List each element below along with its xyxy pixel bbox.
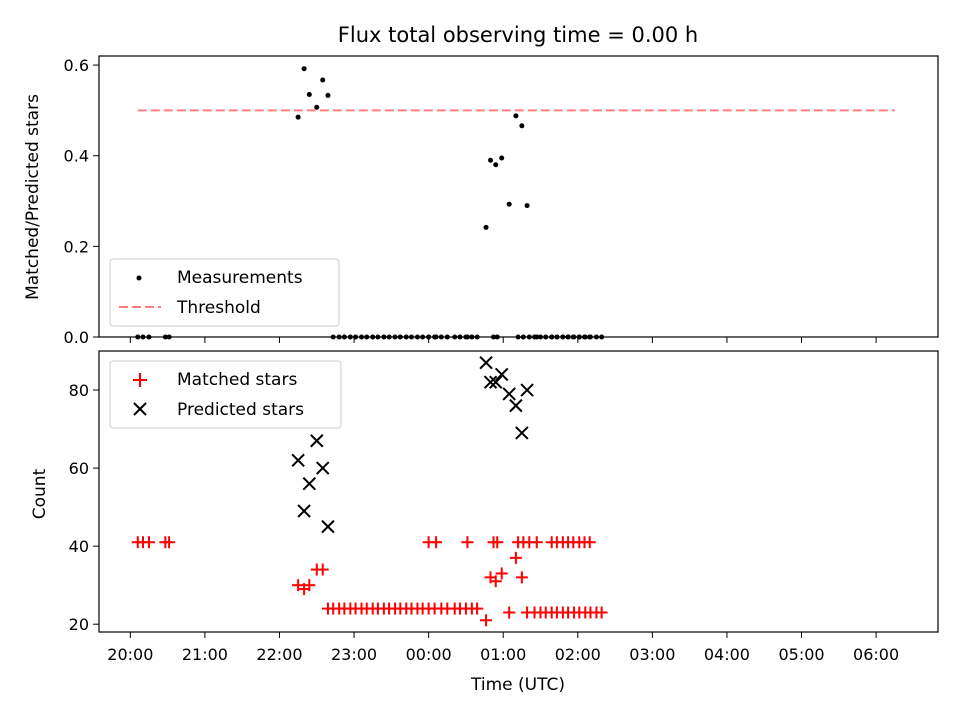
chart-title: Flux total observing time = 0.00 h bbox=[338, 23, 698, 47]
predicted-stars-point bbox=[489, 375, 503, 389]
top-panel: 0.0 0.2 0.4 0.6 Matched/Predicted stars Mea… bbox=[23, 55, 939, 347]
threshold-legend-label: Threshold bbox=[176, 298, 261, 318]
predicted-stars-point bbox=[297, 504, 311, 518]
measurements-legend-marker bbox=[136, 275, 142, 281]
predicted-stars-point bbox=[310, 434, 324, 448]
measurements-point bbox=[325, 92, 331, 98]
x-tick-label: 00:00 bbox=[406, 645, 452, 664]
bottom-legend-box bbox=[109, 360, 342, 429]
predicted-stars-point bbox=[502, 387, 516, 401]
x-axis-title: Time (UTC) bbox=[470, 675, 565, 695]
matched-stars-point bbox=[163, 536, 176, 549]
matched-stars-point bbox=[530, 536, 543, 549]
predicted-stars-point bbox=[509, 398, 523, 413]
top-x-ticks bbox=[129, 337, 877, 343]
top-y-axis-title: Matched/Predicted stars bbox=[23, 94, 43, 300]
predicted-stars-point bbox=[520, 383, 534, 397]
measurements-legend-label: Measurements bbox=[177, 268, 303, 288]
x-tick-label: 06:00 bbox=[853, 645, 899, 664]
bottom-panel: 20 40 60 80 20:00 21:00 22:00 23:00 00:00 01:00 0… bbox=[30, 350, 939, 695]
bottom-y-axis-title: Count bbox=[30, 468, 50, 519]
x-tick-label: 20:00 bbox=[107, 645, 153, 664]
top-y-tick-label: 0.2 bbox=[64, 237, 89, 256]
bottom-y-tick-label: 20 bbox=[69, 615, 89, 634]
top-y-ticks: 0.0 0.2 0.4 0.6 bbox=[64, 56, 99, 347]
predicted-stars-point bbox=[479, 356, 493, 370]
predicted-stars-point bbox=[495, 367, 509, 382]
bottom-y-ticks: 20 40 60 80 bbox=[69, 381, 99, 634]
measurements-point bbox=[493, 162, 499, 168]
matched-stars-point bbox=[503, 606, 516, 619]
x-tick-label: 23:00 bbox=[331, 645, 377, 664]
predicted-stars-legend-marker bbox=[133, 402, 147, 416]
top-axes-frame bbox=[98, 55, 939, 338]
bottom-plot-area bbox=[131, 356, 608, 627]
x-tick-label: 03:00 bbox=[629, 645, 675, 664]
bottom-x-ticks: 20:00 21:00 22:00 23:00 00:00 01:00 02:00 03:00… bbox=[107, 632, 899, 664]
measurements-point bbox=[513, 113, 519, 119]
matched-stars-point bbox=[583, 536, 596, 549]
bottom-y-tick-label: 60 bbox=[69, 459, 89, 478]
measurements-point bbox=[499, 155, 505, 161]
x-tick-label: 05:00 bbox=[778, 645, 824, 664]
measurements-point bbox=[295, 114, 301, 120]
bottom-legend: Matched stars Predicted stars bbox=[109, 360, 342, 429]
bottom-axes-frame bbox=[98, 350, 939, 633]
measurements-point bbox=[320, 77, 326, 83]
matched-stars-point bbox=[509, 551, 522, 564]
matched-stars-point bbox=[471, 602, 484, 615]
matched-stars-point bbox=[316, 563, 329, 576]
top-y-tick-label: 0.0 bbox=[64, 328, 89, 347]
x-tick-label: 02:00 bbox=[555, 645, 601, 664]
matched-stars-point bbox=[142, 536, 155, 549]
matched-stars-point bbox=[480, 614, 493, 627]
x-tick-label: 21:00 bbox=[182, 645, 228, 664]
top-y-tick-label: 0.6 bbox=[64, 56, 89, 75]
measurements-point bbox=[524, 203, 530, 209]
predicted-stars-point bbox=[483, 375, 498, 389]
measurements-point bbox=[506, 201, 512, 207]
matched-stars-point bbox=[515, 571, 528, 584]
predicted-stars-point bbox=[302, 476, 317, 491]
matched-stars-point bbox=[495, 567, 508, 580]
predicted-stars-legend-label: Predicted stars bbox=[177, 400, 304, 420]
measurements-point bbox=[306, 92, 312, 98]
top-y-tick-label: 0.4 bbox=[64, 147, 89, 166]
top-legend-box bbox=[109, 258, 340, 327]
measurements-point bbox=[488, 157, 494, 163]
x-tick-label: 04:00 bbox=[704, 645, 750, 664]
predicted-stars-point bbox=[321, 519, 335, 534]
measurements-point bbox=[483, 224, 489, 230]
top-legend: Measurements Threshold bbox=[109, 258, 340, 327]
matched-stars-point bbox=[489, 575, 502, 588]
predicted-stars-point bbox=[316, 461, 330, 475]
measurements-point bbox=[301, 66, 307, 72]
measurements-point bbox=[519, 123, 525, 129]
predicted-stars-point bbox=[515, 426, 529, 440]
matched-stars-point bbox=[491, 536, 504, 549]
measurements-point bbox=[314, 104, 320, 110]
predicted-stars-point bbox=[291, 453, 305, 467]
x-tick-label: 01:00 bbox=[480, 645, 526, 664]
matched-stars-legend-marker bbox=[133, 373, 147, 387]
matched-stars-legend-label: Matched stars bbox=[177, 370, 297, 390]
matched-stars-point bbox=[303, 579, 316, 592]
bottom-y-tick-label: 40 bbox=[69, 537, 89, 556]
matched-stars-point bbox=[430, 536, 443, 549]
matched-stars-point bbox=[461, 536, 474, 549]
bottom-y-tick-label: 80 bbox=[69, 381, 89, 400]
matched-stars-point bbox=[595, 606, 608, 619]
x-tick-label: 22:00 bbox=[256, 645, 302, 664]
